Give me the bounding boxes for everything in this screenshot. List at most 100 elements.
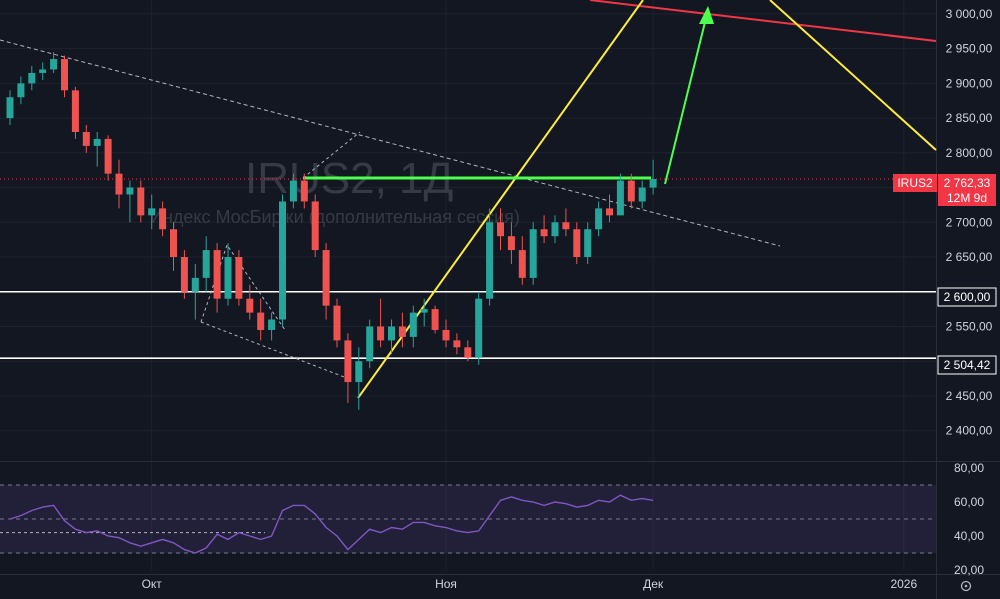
candle-body — [39, 69, 47, 73]
last-price-bg — [938, 174, 996, 206]
candle-body — [420, 309, 428, 313]
candle-body — [257, 312, 265, 330]
candle-body — [453, 340, 461, 348]
rsi-tick-label: 20,00 — [954, 563, 984, 577]
price-tick-label: 2 900,00 — [946, 76, 993, 90]
level-tag-2504: 2 504,42 — [937, 355, 997, 375]
rsi-tick-label: 60,00 — [954, 495, 984, 509]
rsi-series — [9, 494, 654, 554]
rsi-tick-label: 40,00 — [954, 529, 984, 543]
candle-body — [311, 201, 319, 251]
candle-body — [6, 97, 14, 119]
candle-body — [344, 340, 352, 383]
candle-body — [148, 208, 156, 216]
dashed-trendline-bottom — [200, 321, 353, 381]
candle-body — [551, 222, 559, 237]
settings-icon-dot — [964, 584, 968, 588]
candle-body — [137, 187, 145, 216]
rsi-axis[interactable]: 80,00 60,00 40,00 20,00 — [954, 461, 984, 577]
time-axis[interactable]: Окт Ноя Дек 2026 — [142, 577, 918, 591]
price-tick-label: 2 850,00 — [946, 111, 993, 125]
candle-body — [649, 178, 657, 188]
candle-body — [398, 326, 406, 337]
candle-body — [584, 229, 592, 258]
level-tag-2504-bg — [937, 355, 997, 375]
time-tick-label: 2026 — [890, 577, 917, 591]
candle-body — [268, 319, 276, 330]
candle-body — [235, 257, 243, 299]
candle-body — [442, 329, 450, 341]
candle-body — [606, 208, 613, 216]
candle-body — [300, 180, 308, 202]
candle-body — [638, 187, 646, 202]
candle-body — [595, 208, 603, 230]
settings-icon-ring — [960, 580, 972, 592]
candle-body — [289, 180, 297, 202]
settings-icon[interactable] — [960, 580, 972, 592]
time-tick-label: Окт — [142, 577, 163, 591]
candle-body — [202, 250, 210, 278]
price-tick-label: 2 400,00 — [946, 424, 993, 438]
rsi-line — [9, 494, 654, 554]
candle-body — [431, 309, 439, 330]
bar-countdown: 12M 9d — [947, 191, 987, 205]
price-tick-label: 2 550,00 — [946, 319, 993, 333]
candle-body — [82, 131, 90, 146]
candle-body — [93, 138, 101, 146]
rsi-tick-label: 80,00 — [954, 461, 984, 475]
level-tag-2600-bg — [937, 287, 997, 307]
candle-body — [71, 90, 79, 132]
price-tick-label: 2 950,00 — [946, 42, 993, 56]
candle-body — [246, 298, 254, 313]
candle-body — [388, 326, 395, 341]
last-price-value: 2 762,33 — [944, 176, 991, 190]
candle-body — [191, 277, 199, 292]
candle-body — [17, 83, 25, 98]
level-tag-2600-text: 2 600,00 — [944, 290, 991, 304]
candle-body — [333, 305, 341, 341]
candle-body — [627, 180, 635, 202]
candle-body — [366, 326, 374, 362]
candles — [6, 52, 657, 410]
level-tag-2504-text: 2 504,42 — [944, 358, 991, 372]
candle-body — [224, 257, 232, 299]
candle-body — [377, 326, 385, 341]
yellow-down-line — [769, 0, 937, 151]
time-tick-label: Ноя — [435, 577, 457, 591]
symbol-tag-text: IRUS2 — [897, 176, 933, 190]
candle-body — [475, 298, 483, 358]
dashed-trendline-top — [302, 131, 361, 179]
candle-body — [562, 222, 570, 230]
last-price-tag: IRUS2 2 762,33 12M 9d — [893, 174, 996, 206]
candle-body — [529, 229, 537, 278]
watermark-subtitle: Индекс МосБиржи (дополнительная сессия) — [150, 207, 520, 227]
green-arrow-head — [699, 6, 714, 24]
candle-body — [213, 250, 221, 299]
candle-body — [518, 250, 526, 278]
green-forecast-arrow — [664, 13, 708, 185]
candle-body — [170, 229, 177, 258]
candle-body — [486, 222, 494, 299]
candle-body — [497, 222, 504, 237]
candle-body — [409, 312, 417, 337]
price-tick-label: 2 800,00 — [946, 146, 993, 160]
price-tick-label: 2 450,00 — [946, 389, 993, 403]
price-tick-label: 2 700,00 — [946, 215, 993, 229]
candle-body — [507, 236, 515, 251]
candle-body — [115, 173, 123, 195]
red-resistance-line — [589, 0, 937, 42]
axis-tags: 2 600,00 2 504,42 IRUS2 2 762,33 12M 9d — [893, 174, 997, 375]
time-tick-label: Дек — [643, 577, 664, 591]
candle-body — [540, 229, 548, 237]
candle-body — [279, 201, 286, 320]
candle-body — [573, 229, 581, 258]
candle-body — [61, 59, 68, 91]
candle-body — [50, 59, 58, 70]
symbol-tag-bg — [893, 174, 937, 192]
level-tag-2600: 2 600,00 — [937, 287, 997, 307]
price-tick-label: 3 000,00 — [946, 7, 993, 21]
candle-body — [616, 180, 624, 216]
rsi-pane — [0, 484, 936, 554]
candle-body — [104, 138, 112, 174]
